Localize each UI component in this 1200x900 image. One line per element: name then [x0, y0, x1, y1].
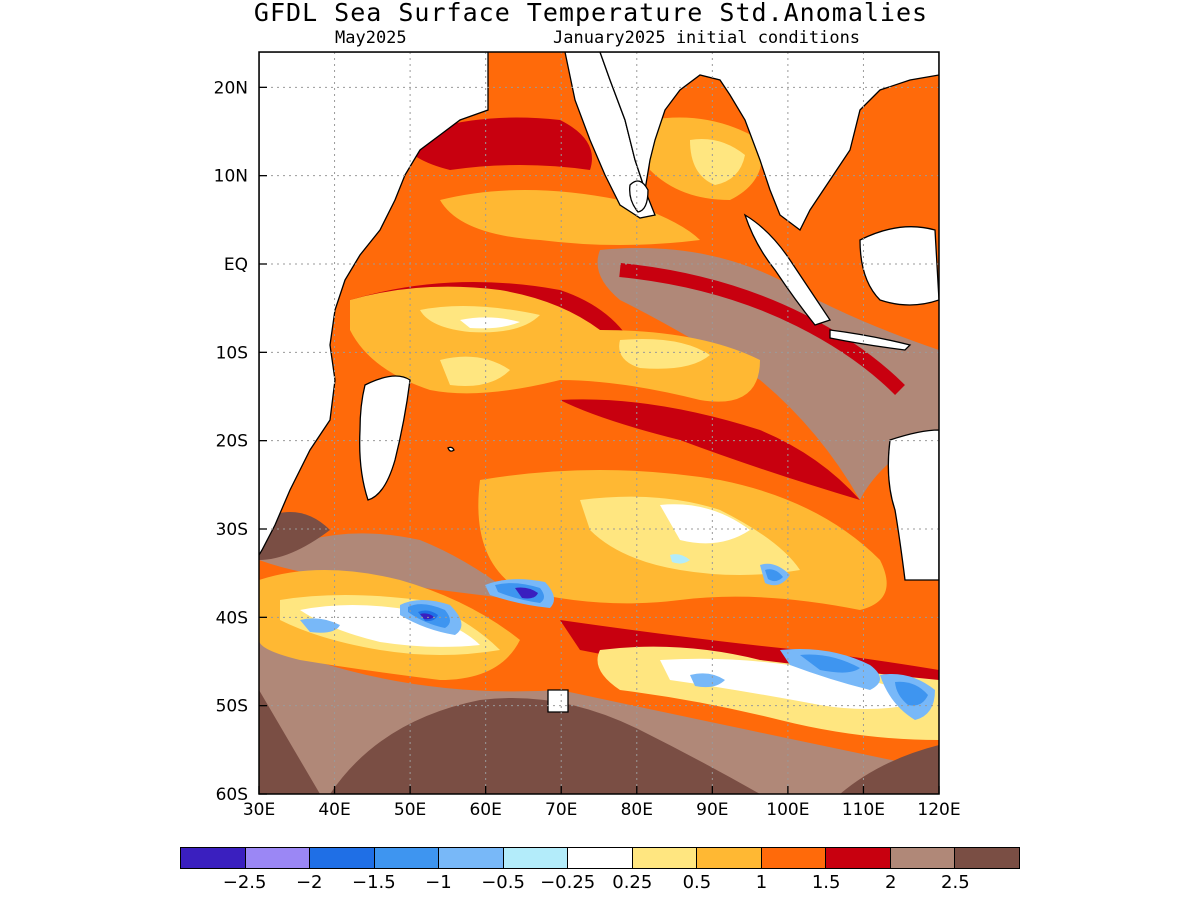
colorbar-label: −2.5: [222, 872, 267, 893]
colorbar-swatch: [826, 848, 891, 868]
sw-dark-patch: [259, 690, 320, 794]
central-yellow-core-b: [619, 339, 710, 369]
cold-pool-central-core: [515, 587, 538, 599]
y-tick-label: 50S: [216, 697, 248, 717]
grid-lines: [259, 52, 939, 794]
y-tick-label: EQ: [224, 255, 248, 275]
colorbar-label: 0.25: [612, 872, 653, 893]
colorbar-swatch: [245, 848, 311, 868]
x-tick-label: 70E: [545, 800, 577, 820]
africa-land: [259, 52, 489, 557]
colorbar-label: −0.25: [540, 872, 596, 893]
cold-pool-west-min: [420, 613, 434, 620]
australia-land: [887, 429, 939, 581]
sw-dark-streak: [259, 512, 330, 560]
colorbar-swatch: [439, 848, 504, 868]
south-east-white-band: [660, 658, 930, 709]
central-white-core-a: [460, 317, 520, 329]
borneo-land: [859, 226, 939, 306]
arabian-red-patch: [400, 117, 592, 170]
cold-pool-southeast-b-core: [895, 681, 928, 706]
cold-pool-light: [670, 554, 690, 564]
land-masks: [259, 52, 939, 713]
colorbar-label: 0.5: [682, 872, 712, 893]
sw-white-core: [300, 605, 480, 647]
southern-dark-band: [330, 698, 760, 794]
chart-title: GFDL Sea Surface Temperature Std.Anomali…: [253, 0, 929, 27]
colorbar-swatch: [181, 848, 246, 868]
cold-pool-far-west: [300, 618, 340, 633]
madagascar-land: [359, 375, 411, 501]
colorbar-labels: −2.5 −2 −1.5 −1 −0.5 −0.25 0.25 0.5 1 1.5 2 2.5: [0, 872, 1200, 896]
red-band-central: [560, 399, 860, 500]
colorbar-label: 2: [885, 872, 897, 893]
java-land: [829, 329, 912, 351]
east-red-ridge: [619, 263, 905, 395]
cold-pool-south-c: [690, 673, 725, 688]
south-white-core: [660, 504, 750, 544]
colorbar: [180, 847, 1020, 869]
x-tick-label: 50E: [394, 800, 426, 820]
x-tick-label: 110E: [842, 800, 885, 820]
colorbar-swatch: [568, 848, 633, 868]
y-tick-label: 10S: [216, 343, 248, 363]
initial-conditions-label: January2025 initial conditions: [553, 28, 861, 48]
asia-land: [599, 52, 939, 231]
y-tick-label: 30S: [216, 520, 248, 540]
colorbar-swatch: [697, 848, 762, 868]
colorbar-swatch: [761, 848, 827, 868]
colorbar-swatch: [955, 848, 1019, 868]
colorbar-label: −1.5: [351, 872, 396, 893]
cold-pool-east-a-core: [765, 569, 783, 582]
east-brown-region: [597, 248, 939, 500]
sri-lanka-land: [629, 180, 649, 213]
x-tick-label: 90E: [696, 800, 728, 820]
colorbar-label: 1: [755, 872, 768, 893]
cold-pool-southeast-a-core: [800, 654, 860, 673]
y-tick-label: 40S: [216, 608, 248, 628]
bengal-yellow-core: [690, 139, 745, 185]
colorbar-swatch: [310, 848, 375, 868]
x-tick-label: 30E: [243, 800, 275, 820]
colorbar-swatch: [890, 848, 956, 868]
kerguelen-land: [547, 689, 569, 713]
north-orange-core: [440, 190, 700, 245]
reunion-land: [447, 446, 455, 452]
x-tick-label: 60E: [469, 800, 501, 820]
y-tick-label: 20N: [214, 78, 248, 98]
y-tick-label: 10N: [214, 167, 248, 187]
x-tick-label: 100E: [766, 800, 809, 820]
x-tick-label: 80E: [621, 800, 653, 820]
y-tick-label: 20S: [216, 432, 248, 452]
colorbar-label: −0.5: [481, 872, 525, 893]
map-frame: [258, 51, 940, 795]
sw-brown-streak: [259, 533, 520, 600]
colorbar-swatch: [503, 848, 569, 868]
colorbar-swatch: [374, 848, 440, 868]
colorbar-swatch: [632, 848, 698, 868]
x-tick-label: 120E: [917, 800, 960, 820]
anomaly-field: [259, 52, 939, 794]
colorbar-label: −1: [425, 872, 452, 893]
colorbar-label: −2: [295, 872, 323, 893]
se-dark-patch: [840, 745, 939, 794]
central-yellow-core-c: [440, 356, 510, 386]
y-tick-label: 60S: [216, 785, 248, 805]
colorbar-label: 2.5: [941, 872, 970, 893]
x-tick-label: 40E: [318, 800, 350, 820]
forecast-month-label: May2025: [335, 28, 407, 48]
axis-ticks: 30E 40E 50E 60E 70E 80E 90E 100E 110E 120E 20N 10N E…: [214, 78, 961, 820]
colorbar-label: 1.5: [811, 872, 841, 893]
